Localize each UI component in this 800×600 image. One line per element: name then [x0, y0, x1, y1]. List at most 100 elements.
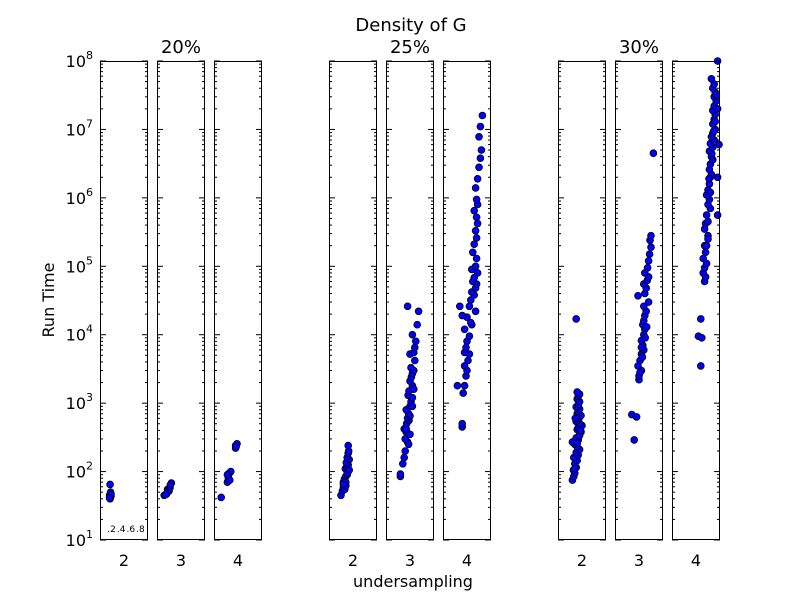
scatter-point	[570, 464, 579, 473]
scatter-panel	[157, 60, 205, 541]
scatter-point	[637, 343, 646, 352]
scatter-point	[396, 470, 405, 478]
scatter-point	[647, 231, 655, 240]
x-axis-label: undersampling	[353, 572, 473, 591]
scatter-point	[453, 381, 462, 390]
scatter-point	[705, 175, 713, 183]
y-axis-ticks: 101 102 103 104 105 106 107 108	[66, 49, 93, 550]
panel-undersampling-label: 4	[691, 551, 701, 570]
scatter-point	[401, 447, 410, 455]
chart-title: Density of G	[355, 15, 466, 36]
y-tick-label: 104	[66, 323, 93, 345]
panel-frame	[615, 61, 663, 540]
y-tick-label: 105	[66, 254, 93, 276]
panel-undersampling-label: 3	[405, 551, 415, 570]
scatter-point	[649, 149, 658, 158]
scatter-point	[398, 459, 407, 468]
scatter-point	[644, 298, 653, 306]
scatter-point	[701, 248, 710, 257]
scatter-point	[472, 234, 481, 242]
scatter-point	[161, 490, 170, 499]
scatter-point	[466, 296, 475, 304]
scatter-panel	[214, 60, 262, 541]
scatter-point	[403, 302, 412, 311]
scatter-point	[471, 184, 480, 192]
panel-undersampling-label: 3	[176, 551, 186, 570]
scatter-point	[413, 320, 422, 329]
scatter-point	[345, 466, 354, 474]
scatter-point	[409, 385, 418, 394]
scatter-point	[339, 480, 348, 489]
scatter-panel	[558, 60, 606, 541]
scatter-point	[644, 257, 653, 265]
scatter-point	[410, 343, 419, 352]
scatter-point	[408, 402, 417, 411]
scatter-panel	[386, 60, 434, 541]
panel-frame	[100, 61, 148, 540]
scatter-point	[647, 243, 655, 252]
scatter-point	[478, 111, 487, 120]
scatter-point	[696, 362, 705, 370]
scatter-point	[465, 332, 474, 341]
scatter-point	[472, 213, 481, 222]
scatter-panel	[329, 60, 377, 541]
scatter-point	[232, 442, 240, 451]
scatter-point	[707, 75, 716, 83]
inner-x-tick-label: .2	[107, 525, 116, 535]
scatter-point	[638, 353, 647, 362]
scatter-point	[106, 480, 114, 489]
scatter-point	[476, 154, 485, 163]
scatter-point	[702, 241, 711, 250]
scatter-point	[460, 325, 469, 334]
scatter-point	[404, 440, 413, 449]
scatter-point	[472, 254, 481, 263]
scatter-point	[645, 250, 654, 259]
scatter-point	[105, 494, 114, 502]
scatter-point	[711, 117, 719, 126]
scatter-point	[641, 333, 649, 342]
scatter-point	[643, 263, 652, 272]
scatter-point	[704, 235, 712, 243]
scatter-point	[634, 291, 642, 300]
scatter-point	[630, 436, 638, 444]
group-label: 30%	[619, 37, 659, 58]
panel-frame	[443, 61, 491, 540]
scatter-point	[471, 307, 480, 316]
scatter-point	[471, 262, 480, 271]
scatter-point	[466, 318, 475, 327]
scatter-point	[571, 414, 580, 423]
panel-frame	[558, 61, 606, 540]
scatter-point	[400, 453, 409, 462]
panel-undersampling-label: 2	[119, 551, 129, 570]
group-label: 25%	[390, 37, 430, 58]
scatter-point	[166, 480, 175, 489]
y-tick-label: 106	[66, 186, 93, 208]
scatter-point	[223, 470, 232, 479]
scatter-point	[636, 368, 644, 377]
scatter-point	[407, 363, 415, 372]
scatter-point	[696, 315, 705, 323]
y-tick-label: 101	[66, 528, 93, 550]
scatter-point	[411, 337, 420, 346]
scatter-point	[410, 356, 419, 365]
group-label: 20%	[161, 37, 201, 58]
scatter-point	[573, 388, 581, 396]
scatter-point	[468, 248, 477, 257]
panel-frame	[672, 61, 720, 540]
scatter-point	[702, 211, 711, 219]
scatter-point	[472, 195, 481, 204]
scatter-point	[458, 311, 467, 320]
scatter-point	[573, 439, 581, 448]
panel-undersampling-label: 2	[348, 551, 358, 570]
inner-x-tick-label: .6	[127, 525, 136, 535]
scatter-panel	[672, 57, 723, 541]
y-axis-label: Run Time	[39, 263, 58, 338]
scatter-point	[632, 413, 641, 421]
scatter-point	[473, 219, 482, 228]
scatter-point	[639, 302, 648, 311]
scatter-point	[344, 441, 353, 450]
scatter-point	[462, 343, 470, 352]
scatter-point	[464, 356, 472, 365]
y-tick-label: 103	[66, 391, 93, 413]
